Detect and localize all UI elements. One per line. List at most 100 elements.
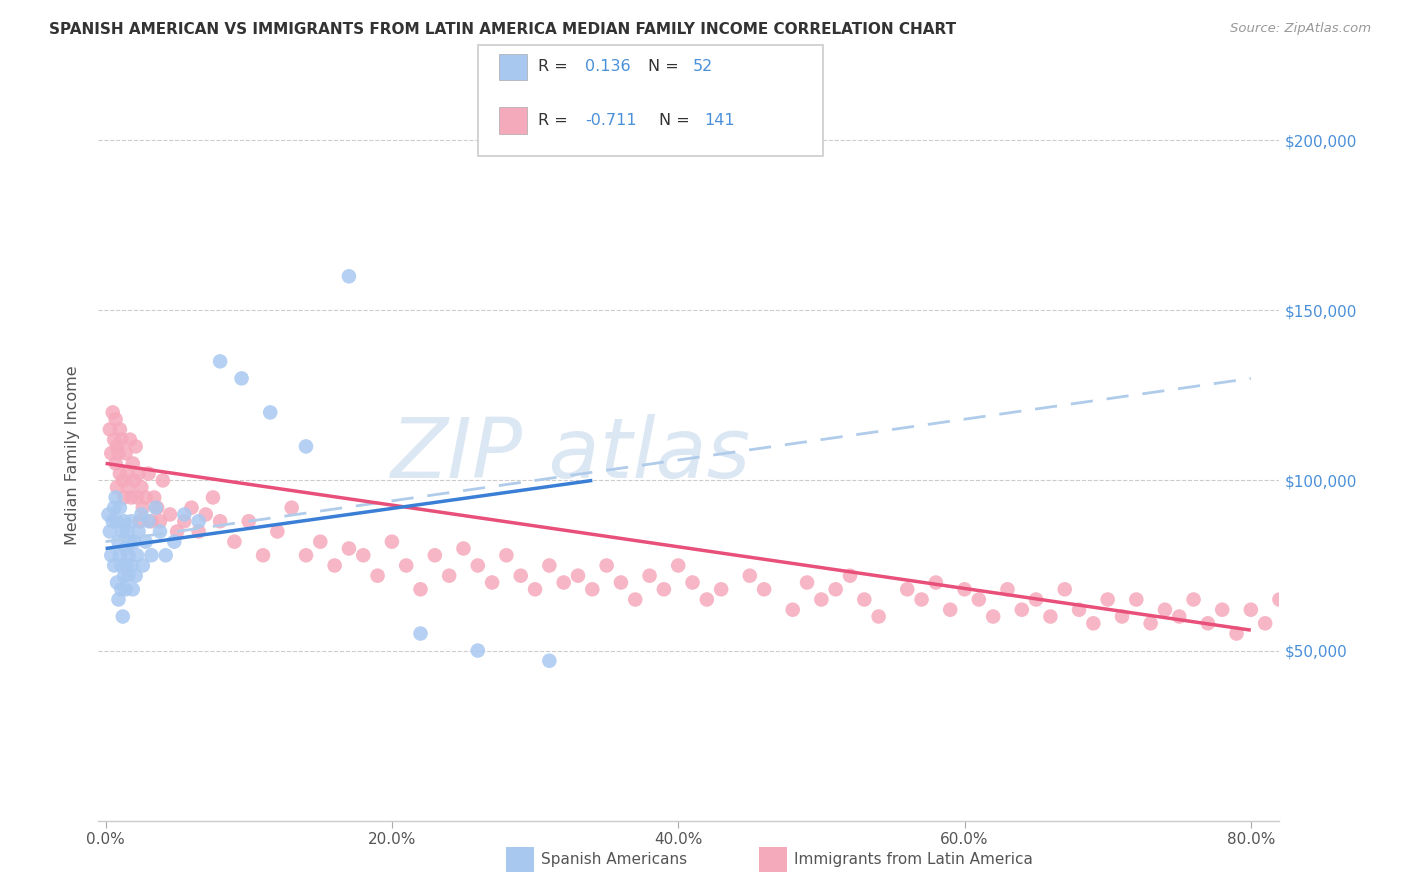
Point: [155, 549, 177, 563]
Point: [509, 568, 531, 582]
Text: N =: N =: [648, 60, 685, 74]
Point: [581, 582, 603, 597]
Point: [1240, 603, 1263, 617]
Point: [666, 558, 689, 573]
Point: [1011, 603, 1033, 617]
Point: [1067, 603, 1090, 617]
Point: [409, 626, 432, 640]
Point: [201, 491, 224, 505]
Point: [896, 582, 918, 597]
Point: [120, 491, 142, 505]
Point: [111, 609, 134, 624]
Point: [103, 500, 125, 515]
Text: Spanish Americans: Spanish Americans: [541, 853, 688, 867]
Point: [1296, 616, 1319, 631]
Point: [652, 582, 675, 597]
Point: [117, 480, 139, 494]
Point: [124, 568, 146, 582]
Point: [100, 549, 122, 563]
Point: [1326, 609, 1348, 624]
Point: [610, 575, 633, 590]
Point: [967, 592, 990, 607]
Point: [141, 549, 163, 563]
Point: [1182, 592, 1205, 607]
Point: [280, 500, 302, 515]
Point: [910, 592, 932, 607]
Point: [104, 457, 127, 471]
Point: [323, 558, 346, 573]
Point: [129, 514, 152, 528]
Point: [152, 474, 174, 488]
Text: SPANISH AMERICAN VS IMMIGRANTS FROM LATIN AMERICA MEDIAN FAMILY INCOME CORRELATI: SPANISH AMERICAN VS IMMIGRANTS FROM LATI…: [49, 22, 956, 37]
Point: [111, 524, 134, 539]
Point: [252, 549, 274, 563]
Point: [1097, 592, 1119, 607]
Text: R =: R =: [538, 60, 574, 74]
Point: [101, 405, 124, 419]
Point: [782, 603, 804, 617]
Point: [1211, 603, 1233, 617]
Point: [981, 609, 1004, 624]
Point: [143, 491, 166, 505]
Point: [131, 480, 153, 494]
Point: [1111, 609, 1133, 624]
Point: [135, 534, 157, 549]
Point: [481, 575, 503, 590]
Point: [173, 514, 195, 528]
Point: [1254, 616, 1277, 631]
Point: [752, 582, 775, 597]
Point: [238, 514, 260, 528]
Point: [107, 592, 129, 607]
Text: 141: 141: [704, 113, 735, 128]
Point: [1197, 616, 1219, 631]
Text: N =: N =: [659, 113, 696, 128]
Point: [97, 508, 120, 522]
Point: [138, 514, 160, 528]
Point: [352, 549, 374, 563]
Point: [295, 439, 318, 453]
Point: [132, 500, 155, 515]
Point: [111, 474, 134, 488]
Point: [337, 541, 360, 556]
Point: [108, 467, 131, 481]
Point: [159, 508, 181, 522]
Point: [108, 549, 131, 563]
Point: [1312, 603, 1334, 617]
Point: [467, 558, 489, 573]
Point: [309, 534, 332, 549]
Point: [853, 592, 876, 607]
Point: [105, 514, 128, 528]
Point: [295, 549, 318, 563]
Point: [146, 500, 169, 515]
Point: [224, 534, 246, 549]
Y-axis label: Median Family Income: Median Family Income: [65, 365, 80, 545]
Point: [925, 575, 948, 590]
Point: [638, 568, 661, 582]
Point: [524, 582, 547, 597]
Point: [117, 568, 139, 582]
Point: [121, 582, 143, 597]
Point: [381, 534, 404, 549]
Point: [796, 575, 818, 590]
Point: [259, 405, 281, 419]
Point: [367, 568, 389, 582]
Text: Immigrants from Latin America: Immigrants from Latin America: [794, 853, 1033, 867]
Text: Source: ZipAtlas.com: Source: ZipAtlas.com: [1230, 22, 1371, 36]
Text: ZIP atlas: ZIP atlas: [391, 415, 751, 495]
Point: [467, 643, 489, 657]
Point: [125, 549, 148, 563]
Point: [110, 582, 132, 597]
Point: [104, 412, 127, 426]
Point: [839, 568, 862, 582]
Point: [166, 524, 188, 539]
Point: [128, 467, 150, 481]
Point: [108, 500, 131, 515]
Point: [395, 558, 418, 573]
Point: [337, 269, 360, 284]
Point: [120, 558, 142, 573]
Point: [110, 433, 132, 447]
Point: [103, 558, 125, 573]
Point: [141, 514, 163, 528]
Point: [953, 582, 976, 597]
Point: [538, 558, 561, 573]
